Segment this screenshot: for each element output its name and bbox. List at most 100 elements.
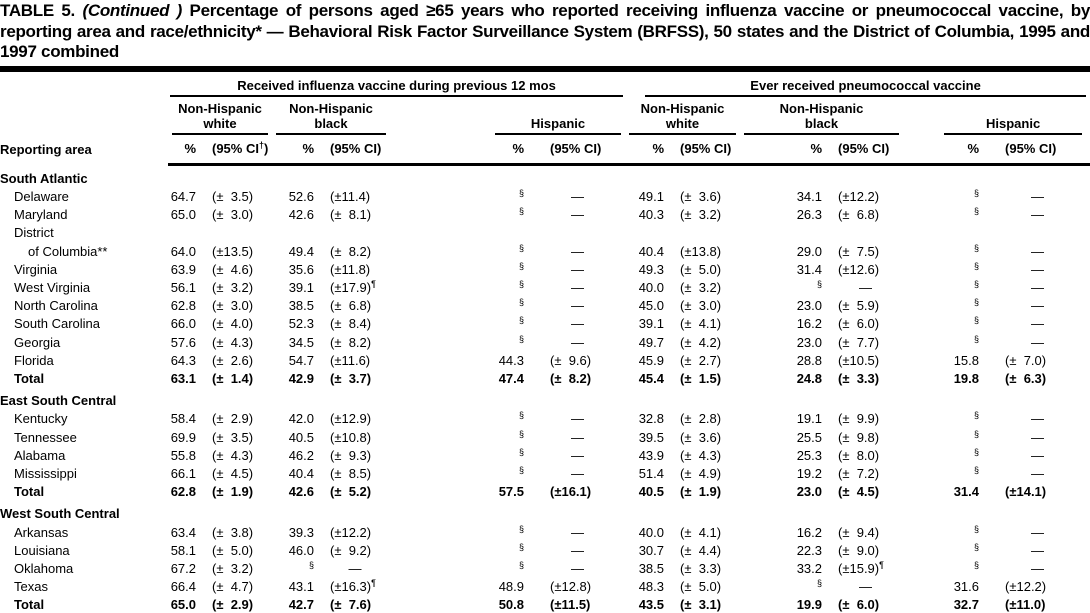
table-cell: 19.9: [796, 597, 823, 613]
flu-nh-black-header: Non-Hispanic black: [272, 97, 390, 135]
table-cell: (± 5.0): [212, 542, 254, 558]
table-cell: 19.1: [796, 411, 823, 427]
table-cell: 32.7: [953, 597, 980, 613]
table-cell: §: [974, 187, 980, 198]
table-cell: (± 3.0): [212, 298, 254, 314]
table-cell: (± 6.0): [838, 597, 880, 613]
table-cell: (± 2.8): [680, 411, 722, 427]
table-cell: [740, 224, 828, 242]
table-cell: [670, 224, 740, 242]
table-cell: —: [571, 207, 584, 223]
table-cell: (±11.5): [550, 597, 591, 613]
table-cell: (± 3.2): [680, 207, 722, 223]
row-label: Total: [14, 484, 45, 500]
table-cell: —: [571, 560, 584, 576]
table-cell: (±15.9)¶: [838, 559, 884, 576]
table-cell: §: [518, 260, 524, 271]
table-cell: §: [974, 523, 980, 534]
table-cell: 57.5: [498, 484, 524, 500]
table-cell: 29.0: [796, 243, 823, 259]
table-cell: §: [817, 278, 823, 289]
table-cell: (± 3.6): [680, 429, 722, 445]
pct-header: %: [390, 134, 530, 166]
table-cell: (± 4.7): [212, 579, 254, 595]
pneu-nh-white-header: Non-Hispanic white: [625, 97, 740, 135]
row-label: Florida: [14, 352, 54, 368]
table-cell: 51.4: [638, 465, 665, 481]
table-cell: (± 3.2): [680, 279, 722, 295]
table-cell: §: [308, 559, 314, 570]
table-cell: 52.3: [288, 316, 314, 332]
table-cell: (± 3.6): [680, 188, 722, 204]
table-cell: §: [974, 242, 980, 253]
table-cell: 56.1: [170, 279, 196, 295]
table-cell: —: [1031, 188, 1045, 204]
row-label: Arkansas: [14, 524, 69, 540]
table-cell: 42.9: [288, 370, 314, 386]
table-cell: 22.3: [796, 542, 823, 558]
table-cell: 39.3: [288, 524, 314, 540]
row-label: Tennessee: [14, 429, 77, 445]
table-cell: —: [1031, 334, 1045, 350]
table-cell: §: [518, 333, 524, 344]
table-cell: 52.6: [288, 188, 314, 204]
table-cell: —: [1031, 560, 1045, 576]
table-cell: 45.0: [638, 298, 665, 314]
influenza-span-header: Received influenza vaccine during previo…: [168, 72, 625, 97]
table-cell: 40.5: [638, 484, 665, 500]
table-cell: §: [974, 315, 980, 326]
total-row: Total 62.8 (± 1.9) 42.6 (± 5.2) 57.5 (±16.1) 40…: [0, 483, 1090, 501]
table-cell: 40.0: [638, 524, 665, 540]
data-row: Kentucky 58.4 (± 2.9) 42.0 (±12.9) § — 32.8 (± 2…: [0, 410, 1090, 428]
table-cell: 57.6: [170, 334, 196, 350]
section-header-row: West South Central: [0, 501, 1090, 523]
table-cell: 40.3: [638, 207, 665, 223]
table-cell: 15.8: [953, 352, 980, 368]
table-cell: —: [571, 542, 584, 558]
table-cell: —: [571, 298, 584, 314]
data-row: Alabama 55.8 (± 4.3) 46.2 (± 9.3) § — 43.9 (± 4.…: [0, 447, 1090, 465]
table-cell: (± 4.3): [212, 334, 254, 350]
table-cell: §: [974, 410, 980, 421]
table-cell: 49.1: [638, 188, 665, 204]
table-cell: 25.3: [796, 447, 823, 463]
table-cell: §: [974, 260, 980, 271]
table-cell: (±10.5): [838, 352, 880, 368]
total-row: Total 65.0 (± 2.9) 42.7 (± 7.6) 50.8 (±11.5) 43…: [0, 596, 1090, 613]
section-header: East South Central: [0, 393, 117, 409]
table-cell: —: [859, 279, 873, 295]
table-cell: 42.6: [288, 207, 314, 223]
table-cell: 16.2: [796, 524, 823, 540]
table-cell: 64.0: [170, 243, 196, 259]
table-cell: §: [518, 464, 524, 475]
row-label: Mississippi: [14, 465, 77, 481]
table-cell: 64.7: [170, 188, 196, 204]
table-cell: §: [974, 541, 980, 552]
table-cell: 23.0: [796, 298, 823, 314]
table-cell: (± 8.5): [330, 465, 372, 481]
table-cell: §: [518, 446, 524, 457]
row-label: Alabama: [14, 447, 66, 463]
table-cell: 19.8: [953, 370, 980, 386]
table-cell: (± 5.0): [680, 261, 722, 277]
table-cell: —: [1031, 447, 1045, 463]
data-row: Delaware 64.7 (± 3.5) 52.6 (±11.4) § — 49.1 (± 3…: [0, 188, 1090, 206]
table-cell: —: [1031, 316, 1045, 332]
row-label: Total: [14, 597, 45, 613]
data-row: Virginia 63.9 (± 4.6) 35.6 (±11.8) § — 49.3 (± 5…: [0, 261, 1090, 279]
table-cell: (± 2.6): [212, 352, 254, 368]
row-label: Virginia: [14, 261, 58, 277]
table-number: TABLE 5.: [0, 1, 75, 20]
table-cell: 40.5: [288, 429, 314, 445]
table-cell: 38.5: [638, 560, 665, 576]
table-cell: (±16.3)¶: [330, 578, 376, 595]
row-label: West Virginia: [14, 279, 91, 295]
table-cell: —: [1031, 279, 1045, 295]
table-cell: (± 6.0): [838, 316, 880, 332]
table-cell: 66.0: [170, 316, 196, 332]
table-cell: §: [518, 297, 524, 308]
table-cell: —: [1031, 243, 1045, 259]
table-cell: 31.6: [953, 579, 980, 595]
table-cell: —: [1031, 207, 1045, 223]
row-label: Louisiana: [14, 542, 70, 558]
